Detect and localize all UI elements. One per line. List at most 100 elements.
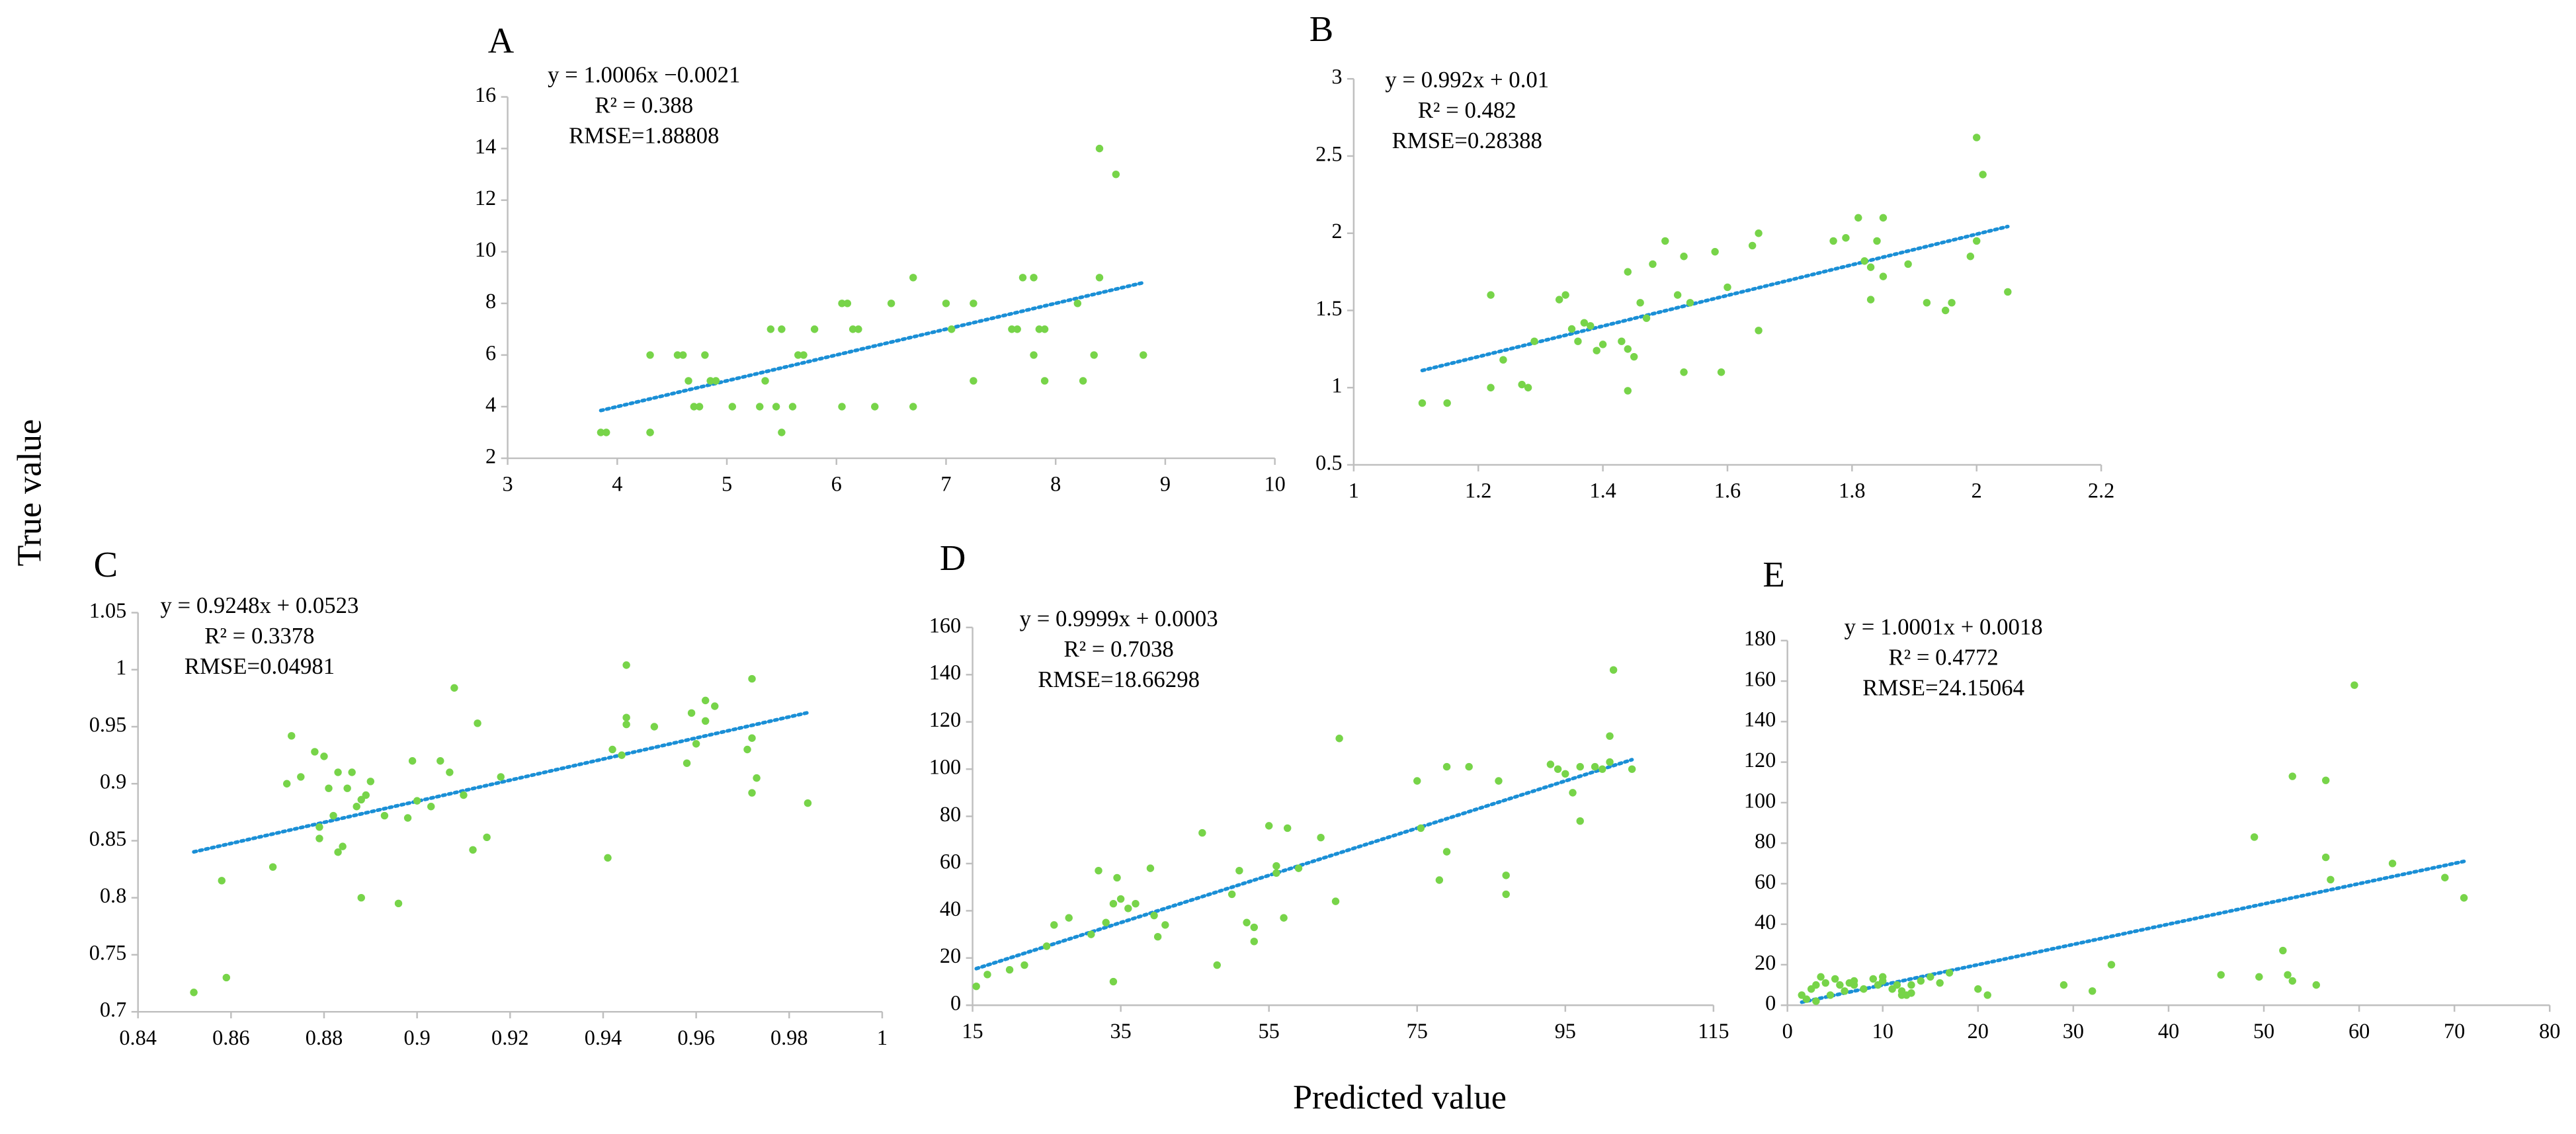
point [1569, 789, 1577, 797]
point [843, 300, 852, 307]
point [1555, 296, 1563, 304]
point [1417, 824, 1425, 832]
point [1973, 134, 1981, 142]
panel: 0.84 0.86 0.88 0.9 0.92 0.94 0.96 0.98 1 0.7 0.75 0… [89, 544, 888, 1049]
point [1576, 817, 1584, 825]
point [413, 797, 421, 805]
x-tick-label: 0 [1782, 1019, 1793, 1043]
point [1580, 319, 1589, 327]
point [1636, 299, 1644, 307]
y-tick-label: 100 [1744, 788, 1776, 812]
point [706, 377, 714, 385]
point [1272, 862, 1280, 870]
point [2350, 681, 2358, 689]
y-tick-label: 1.5 [1315, 296, 1342, 320]
point [1487, 291, 1495, 299]
point [1090, 351, 1098, 359]
trendline [974, 758, 1634, 971]
y-tick-label: 2 [485, 444, 496, 467]
point [1113, 873, 1121, 882]
point [334, 848, 342, 856]
point [1546, 760, 1555, 768]
y-tick-label: 160 [1744, 667, 1776, 690]
point [778, 428, 786, 436]
point [970, 377, 977, 385]
point [1821, 979, 1829, 987]
point [597, 428, 605, 436]
point [1904, 260, 1912, 268]
annotation: R² = 0.482 [1418, 97, 1517, 123]
y-tick-label: 0.95 [89, 712, 127, 736]
point [325, 784, 333, 792]
point [767, 325, 775, 333]
y-tick-label: 80 [940, 802, 961, 826]
point [357, 894, 365, 902]
point [2059, 981, 2068, 989]
y-tick-label: 0.85 [89, 827, 127, 850]
trendline [1420, 224, 2010, 373]
point [1112, 170, 1120, 179]
point [1649, 260, 1657, 268]
point [604, 854, 612, 862]
y-tick-label: 0.7 [100, 998, 126, 1022]
point [1567, 325, 1576, 333]
point [2460, 894, 2468, 902]
point [1979, 171, 1987, 179]
point [788, 403, 797, 411]
point [2312, 981, 2320, 989]
point [1854, 214, 1862, 222]
point [1680, 253, 1688, 261]
point [1879, 214, 1888, 222]
y-tick-label: 2.5 [1315, 142, 1342, 165]
y-tick-label: 16 [475, 83, 496, 106]
point [1065, 914, 1073, 922]
point [1442, 762, 1451, 771]
x-tick-label: 1.4 [1589, 479, 1616, 503]
point [1574, 337, 1582, 345]
point [1198, 829, 1206, 837]
point [748, 789, 756, 797]
point [2321, 776, 2330, 784]
point [2321, 853, 2330, 862]
point [2288, 977, 2296, 985]
y-tick-label: 160 [929, 613, 961, 637]
point [366, 778, 375, 786]
x-tick-label: 75 [1407, 1019, 1428, 1043]
x-tick-label: 50 [2253, 1019, 2274, 1043]
point [1879, 272, 1888, 280]
point [339, 842, 347, 850]
point [1755, 229, 1763, 237]
point [942, 300, 950, 307]
point [1923, 299, 1931, 307]
point [748, 734, 756, 742]
point [1435, 876, 1444, 884]
point [329, 811, 337, 820]
point [810, 325, 819, 333]
point [2441, 873, 2449, 881]
point [380, 811, 389, 820]
annotation: R² = 0.7038 [1064, 636, 1174, 662]
point [1866, 296, 1875, 304]
panel-title: C [94, 544, 118, 585]
x-tick-label: 10 [1872, 1019, 1893, 1043]
y-tick-label: 6 [485, 341, 496, 364]
point [1860, 985, 1868, 993]
point [1873, 237, 1881, 245]
point [320, 752, 328, 760]
point [1243, 918, 1251, 926]
point [1717, 368, 1725, 376]
x-tick-label: 35 [1110, 1019, 1131, 1043]
point [1095, 274, 1104, 282]
point [1576, 762, 1584, 771]
point [1073, 300, 1082, 307]
point [1599, 765, 1606, 773]
x-tick-label: 15 [962, 1019, 983, 1043]
panel-title: A [488, 20, 515, 61]
point [748, 674, 756, 683]
point [1554, 765, 1562, 773]
point [1013, 325, 1021, 333]
y-tick-label: 10 [475, 237, 496, 261]
x-tick-label: 60 [2348, 1019, 2370, 1043]
point [315, 823, 323, 831]
point [701, 717, 710, 725]
